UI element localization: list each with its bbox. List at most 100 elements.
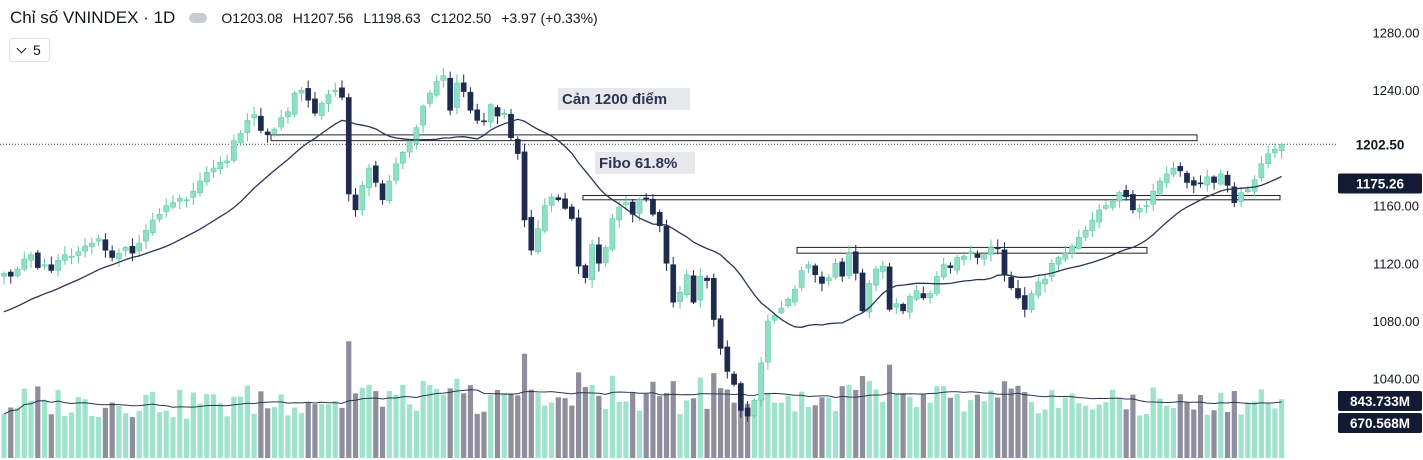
candle-body bbox=[758, 362, 764, 401]
candle bbox=[1272, 143, 1278, 158]
candle-body bbox=[934, 276, 940, 294]
volume-bar bbox=[298, 412, 305, 458]
candle bbox=[1123, 184, 1130, 201]
volume-bar bbox=[1177, 394, 1183, 458]
volume-bar bbox=[1096, 404, 1102, 458]
volume-bar bbox=[609, 375, 615, 458]
volume-bar bbox=[447, 388, 453, 458]
volume-bar bbox=[663, 392, 670, 458]
candle-body bbox=[927, 293, 933, 298]
candle bbox=[683, 269, 690, 298]
candle-body bbox=[1190, 180, 1197, 186]
candle bbox=[541, 198, 548, 234]
candle bbox=[663, 219, 670, 271]
candle-body bbox=[339, 87, 345, 98]
chart-legend: Chỉ số VNINDEX · 1D O1203.08 H1207.56 L1… bbox=[10, 8, 604, 28]
volume-bar bbox=[934, 386, 940, 458]
volume-bar bbox=[981, 401, 987, 458]
visibility-toggle-icon[interactable] bbox=[189, 13, 208, 23]
candle-body bbox=[1136, 208, 1143, 213]
volume-bar bbox=[386, 390, 392, 458]
volume-bar bbox=[156, 412, 163, 458]
candle-body bbox=[656, 212, 663, 227]
candle-body bbox=[602, 247, 609, 264]
candle bbox=[859, 268, 866, 313]
volume-bar bbox=[474, 413, 480, 458]
candle-body bbox=[961, 255, 967, 261]
candle-body bbox=[312, 98, 318, 114]
volume-bar bbox=[224, 416, 230, 458]
candle-body bbox=[7, 271, 14, 277]
volume-bar bbox=[1245, 402, 1251, 458]
candle bbox=[312, 92, 318, 117]
candle-body bbox=[677, 291, 683, 302]
volume-bar bbox=[427, 384, 433, 458]
candle-body bbox=[724, 346, 731, 372]
candle bbox=[420, 104, 426, 133]
fibo-label: Fibo 61.8% bbox=[599, 155, 677, 172]
candle-body bbox=[230, 140, 237, 161]
candle bbox=[548, 193, 555, 212]
candle-body bbox=[413, 127, 420, 144]
close-value: C1202.50 bbox=[430, 10, 492, 26]
candle bbox=[927, 290, 933, 304]
candle-body bbox=[203, 172, 210, 183]
volume-bar bbox=[704, 408, 710, 458]
volume-bar bbox=[974, 394, 981, 458]
candle-body bbox=[406, 141, 413, 153]
candle bbox=[1021, 287, 1028, 318]
candle-body bbox=[900, 303, 906, 312]
candle-body bbox=[737, 383, 744, 411]
volume-bar bbox=[1184, 402, 1190, 458]
candle-body bbox=[744, 407, 751, 417]
candle bbox=[961, 251, 967, 266]
candle-body bbox=[467, 91, 474, 111]
candle bbox=[258, 107, 264, 134]
volume-bar bbox=[143, 394, 149, 458]
candle-body bbox=[427, 92, 433, 104]
ma-value-badge: 1175.26 bbox=[1356, 177, 1405, 192]
volume-bar bbox=[454, 378, 460, 458]
candle bbox=[616, 202, 623, 229]
candle-body bbox=[258, 115, 264, 131]
candle bbox=[203, 166, 210, 186]
volume-bar bbox=[1265, 403, 1271, 458]
candle-body bbox=[264, 131, 271, 136]
candle-body bbox=[893, 303, 900, 308]
candle-body bbox=[352, 194, 359, 211]
candle bbox=[1197, 175, 1204, 188]
candle-body bbox=[318, 102, 325, 116]
candle-body bbox=[616, 206, 623, 221]
candle-body bbox=[1048, 263, 1055, 277]
volume-bar bbox=[265, 408, 271, 458]
candle bbox=[1258, 156, 1265, 182]
candle bbox=[386, 175, 393, 204]
candle bbox=[116, 248, 122, 267]
volume-bar bbox=[1062, 397, 1068, 458]
volume-bar bbox=[880, 401, 886, 458]
ma-length-value: 5 bbox=[33, 42, 41, 58]
volume-bar bbox=[21, 388, 27, 458]
candle-body bbox=[68, 255, 75, 258]
volume-bar bbox=[278, 394, 284, 458]
candle bbox=[1190, 176, 1197, 194]
resistance-label: Cản 1200 điểm bbox=[562, 91, 667, 108]
candle-body bbox=[1231, 186, 1238, 203]
candle bbox=[758, 356, 764, 407]
candle-body bbox=[568, 206, 575, 219]
candle bbox=[217, 156, 224, 175]
candle bbox=[690, 270, 697, 305]
candle bbox=[805, 261, 812, 274]
volume-bar bbox=[778, 402, 784, 458]
candle bbox=[352, 188, 359, 217]
ma-length-button[interactable]: 5 bbox=[9, 38, 50, 62]
candle bbox=[737, 381, 744, 418]
candle-body bbox=[967, 251, 974, 254]
volume-bar bbox=[238, 396, 244, 458]
candle bbox=[454, 74, 460, 115]
volume-bar bbox=[217, 403, 223, 458]
candle-body bbox=[1238, 192, 1244, 202]
candle bbox=[751, 398, 758, 418]
candle-body bbox=[332, 89, 339, 92]
